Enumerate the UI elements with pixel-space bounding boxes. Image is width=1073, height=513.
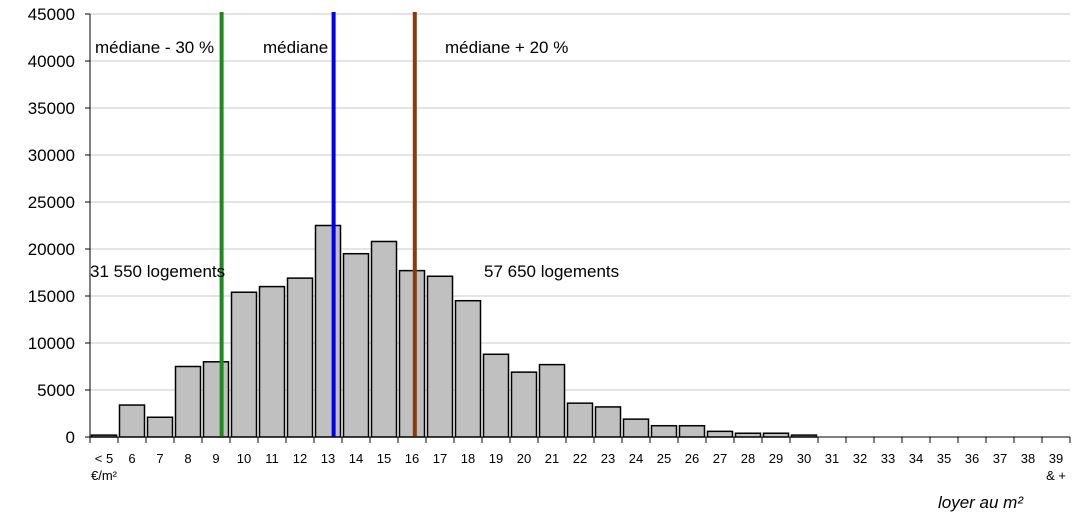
x-tick-label: 24	[629, 451, 643, 466]
x-tick-label: 8	[184, 451, 191, 466]
bar	[202, 361, 230, 438]
axes	[85, 13, 1071, 443]
bar	[482, 353, 510, 438]
y-tick-label: 35000	[28, 99, 75, 118]
vline-label-median-plus-20: médiane + 20 %	[445, 38, 568, 57]
bar	[678, 424, 706, 438]
median-lines	[219, 12, 417, 437]
x-tick-label: 12	[293, 451, 307, 466]
x-tick-label: 25	[657, 451, 671, 466]
y-tick-label: 20000	[28, 240, 75, 259]
x-tick-label: 34	[909, 451, 923, 466]
y-tick-label: 25000	[28, 193, 75, 212]
bar	[258, 285, 286, 438]
bar	[230, 291, 258, 438]
y-tick-label: 40000	[28, 52, 75, 71]
bars	[90, 224, 818, 438]
x-tick-label: 7	[156, 451, 163, 466]
bar	[398, 269, 426, 438]
bar	[622, 418, 650, 438]
y-tick-label: 45000	[28, 5, 75, 24]
x-tick-label: < 5	[95, 451, 113, 466]
bar	[538, 363, 566, 438]
y-tick-label: 15000	[28, 287, 75, 306]
y-tick-label: 5000	[37, 381, 75, 400]
x-tick-label: 19	[489, 451, 503, 466]
x-tick-label: 6	[128, 451, 135, 466]
vline-label-median: médiane	[263, 38, 328, 57]
bar	[510, 371, 538, 438]
x-sublabel-plus: & +	[1046, 468, 1066, 483]
x-tick-label: 16	[405, 451, 419, 466]
bar	[314, 224, 342, 438]
x-tick-label: 32	[853, 451, 867, 466]
x-axis-label: loyer au m²	[938, 493, 1024, 512]
x-tick-label: 29	[769, 451, 783, 466]
y-tick-label: 30000	[28, 146, 75, 165]
y-tick-label: 10000	[28, 334, 75, 353]
x-tick-labels: < 5 6 7 8 9 10 11 12 13 14 15 16 17 18 19 20 21 22 23 24 25 2…	[95, 451, 1063, 466]
x-tick-label: 39	[1049, 451, 1063, 466]
bar	[454, 299, 482, 438]
x-tick-label: 11	[265, 451, 279, 466]
x-tick-label: 28	[741, 451, 755, 466]
x-tick-label: 18	[461, 451, 475, 466]
x-tick-label: 13	[321, 451, 335, 466]
vline-label-median-minus-30: médiane - 30 %	[95, 38, 214, 57]
bar	[594, 406, 622, 438]
x-tick-label: 22	[573, 451, 587, 466]
x-tick-label: 38	[1021, 451, 1035, 466]
bar	[118, 404, 146, 438]
bar	[286, 277, 314, 438]
y-tick-labels: 0 5000 10000 15000 20000 25000 30000 35000 40000…	[28, 5, 75, 447]
bar	[370, 240, 398, 438]
x-tick-label: 37	[993, 451, 1007, 466]
bar	[734, 432, 762, 438]
x-tick-label: 30	[797, 451, 811, 466]
x-tick-label: 35	[937, 451, 951, 466]
bar	[174, 365, 202, 438]
bar	[146, 416, 174, 438]
x-tick-label: 23	[601, 451, 615, 466]
annotation-left-count: 31 550 logements	[90, 262, 225, 281]
bar	[706, 430, 734, 438]
x-tick-label: 10	[237, 451, 251, 466]
x-tick-label: 27	[713, 451, 727, 466]
x-tick-label: 9	[212, 451, 219, 466]
bar	[426, 275, 454, 438]
x-tick-label: 26	[685, 451, 699, 466]
annotation-right-count: 57 650 logements	[484, 262, 619, 281]
x-tick-label: 14	[349, 451, 363, 466]
x-tick-label: 36	[965, 451, 979, 466]
x-tick-label: 21	[545, 451, 559, 466]
x-tick-label: 20	[517, 451, 531, 466]
bar	[342, 252, 370, 438]
y-tick-label: 0	[66, 428, 75, 447]
bar	[566, 402, 594, 438]
x-tick-label: 15	[377, 451, 391, 466]
bar	[762, 432, 790, 438]
x-tick-label: 17	[433, 451, 447, 466]
x-tick-label: 33	[881, 451, 895, 466]
bar	[650, 424, 678, 438]
x-sublabel-unit: €/m²	[91, 468, 118, 483]
x-tick-label: 31	[825, 451, 839, 466]
